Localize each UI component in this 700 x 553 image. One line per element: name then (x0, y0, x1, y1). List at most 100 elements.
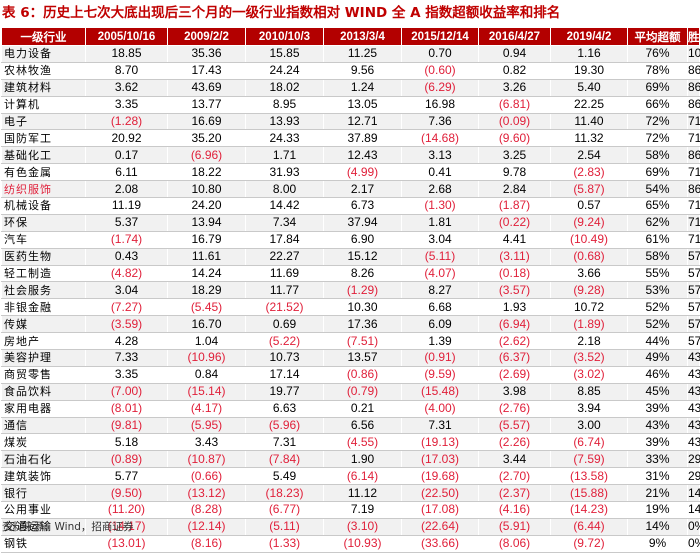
value-cell: 13.94 (167, 214, 246, 232)
table-row: 轻工制造 (4.82) 14.24 11.69 8.26 (4.07) (0.18) 3.66… (1, 265, 700, 283)
value-cell: 24.20 (167, 197, 246, 215)
value-cell: 20.92 (85, 129, 168, 148)
table-row: 石油石化 (0.89) (10.87) (7.84) 1.90 (17.03) 3.44 (7… (1, 450, 700, 469)
table-row: 社会服务 3.04 18.29 11.77 (1.29) 8.27 (3.57) (9.28)… (1, 281, 700, 300)
value-cell: (2.26) (478, 433, 551, 452)
value-cell: (33.66) (401, 535, 479, 553)
value-cell: 6.73 (323, 197, 402, 215)
value-cell: (4.55) (323, 433, 402, 452)
value-cell: 8.85 (550, 383, 628, 401)
value-cell: 1.24 (323, 79, 402, 97)
value-cell: (6.14) (323, 467, 402, 486)
value-cell: 3.00 (550, 417, 628, 435)
value-cell: (5.95) (167, 417, 246, 435)
value-cell: 37.94 (323, 214, 402, 232)
value-cell: (1.28) (85, 113, 168, 131)
column-header: 2010/10/3 (245, 27, 324, 46)
value-cell: 0.82 (478, 62, 551, 80)
table-body: 电力设备 18.85 35.36 15.85 11.25 0.70 0.94 1.16 76% 1… (1, 45, 700, 553)
table-row: 传媒 (3.59) 16.70 0.69 17.36 6.09 (6.94) (1.89) 52… (1, 315, 700, 334)
value-cell: 1.90 (323, 450, 402, 469)
value-cell: 12.71 (323, 113, 402, 131)
value-cell: 1.93 (478, 298, 551, 317)
win-rate-cell: 29% (687, 467, 700, 486)
value-cell: (10.87) (167, 450, 246, 469)
industry-name: 汽车 (1, 231, 86, 249)
table-row: 建筑装饰 5.77 (0.66) 5.49 (6.14) (19.68) (2.70) (13… (1, 467, 700, 486)
average-cell: 39% (627, 433, 688, 452)
value-cell: 12.43 (323, 146, 402, 165)
table-row: 通信 (9.81) (5.95) (5.96) 6.56 7.31 (5.57) 3.00 43… (1, 417, 700, 435)
industry-name: 国防军工 (1, 129, 86, 148)
column-header: 2019/4/2 (550, 27, 628, 46)
table-caption: 表 6：历史上七次大底出现后三个月的一级行业指数相对 WIND 全 A 指数超额… (2, 5, 561, 21)
value-cell: (6.81) (478, 96, 551, 114)
value-cell: 6.68 (401, 298, 479, 317)
value-cell: (4.00) (401, 400, 479, 418)
industry-name: 非银金融 (1, 298, 86, 317)
industry-name: 社会服务 (1, 281, 86, 300)
value-cell: (5.45) (167, 298, 246, 317)
value-cell: 3.25 (478, 146, 551, 165)
value-cell: (1.87) (478, 197, 551, 215)
value-cell: 8.26 (323, 265, 402, 283)
value-cell: (19.13) (401, 433, 479, 452)
average-cell: 46% (627, 366, 688, 384)
value-cell: 16.98 (401, 96, 479, 114)
industry-name: 环保 (1, 214, 86, 232)
value-cell: (9.60) (478, 129, 551, 148)
value-cell: (2.69) (478, 366, 551, 384)
industry-name: 机械设备 (1, 197, 86, 215)
value-cell: (7.00) (85, 383, 168, 401)
win-rate-cell: 0% (687, 535, 700, 553)
value-cell: 35.36 (167, 45, 246, 63)
win-rate-cell: 43% (687, 383, 700, 401)
win-rate-cell: 43% (687, 400, 700, 418)
table-row: 房地产 4.28 1.04 (5.22) (7.51) 1.39 (2.62) 2.18 44%… (1, 332, 700, 351)
table-row: 商贸零售 3.35 0.84 17.14 (0.86) (9.59) (2.69) (3.02… (1, 366, 700, 384)
value-cell: (0.91) (401, 349, 479, 367)
value-cell: 8.95 (245, 96, 324, 114)
value-cell: 5.18 (85, 433, 168, 452)
value-cell: (9.50) (85, 484, 168, 503)
value-cell: 24.33 (245, 129, 324, 148)
column-header: 平均超额 (627, 27, 688, 46)
table-row: 计算机 3.35 13.77 8.95 13.05 16.98 (6.81) 22.25 66%… (1, 96, 700, 114)
value-cell: (2.70) (478, 467, 551, 486)
value-cell: (14.23) (550, 501, 628, 519)
industry-name: 农林牧渔 (1, 62, 86, 80)
value-cell: 0.17 (85, 146, 168, 165)
win-rate-cell: 57% (687, 281, 700, 300)
average-cell: 55% (627, 265, 688, 283)
value-cell: (1.29) (323, 281, 402, 300)
table-row: 农林牧渔 8.70 17.43 24.24 9.56 (0.60) 0.82 19.30 78%… (1, 62, 700, 80)
average-cell: 14% (627, 518, 688, 536)
win-rate-cell: 100% (687, 45, 700, 63)
value-cell: 13.77 (167, 96, 246, 114)
industry-name: 纺织服饰 (1, 180, 86, 199)
value-cell: 5.40 (550, 79, 628, 97)
win-rate-cell: 71% (687, 231, 700, 249)
value-cell: (9.59) (401, 366, 479, 384)
table-container: 一级行业 2005/10/16 2009/2/2 2010/10/3 2013/3/4 2… (1, 27, 700, 553)
value-cell: (14.68) (401, 129, 479, 148)
industry-name: 基础化工 (1, 146, 86, 165)
value-cell: (3.57) (478, 281, 551, 300)
value-cell: 11.77 (245, 281, 324, 300)
average-cell: 72% (627, 129, 688, 148)
value-cell: 3.35 (85, 96, 168, 114)
value-cell: (7.59) (550, 450, 628, 469)
average-cell: 69% (627, 163, 688, 182)
table-row: 电子 (1.28) 16.69 13.93 12.71 7.36 (0.09) 11.40 72… (1, 113, 700, 131)
value-cell: (6.37) (478, 349, 551, 367)
win-rate-cell: 86% (687, 180, 700, 199)
value-cell: 0.84 (167, 366, 246, 384)
value-cell: 8.00 (245, 180, 324, 199)
value-cell: 11.40 (550, 113, 628, 131)
value-cell: 11.19 (85, 197, 168, 215)
value-cell: (22.64) (401, 518, 479, 536)
value-cell: 0.94 (478, 45, 551, 63)
value-cell: 3.26 (478, 79, 551, 97)
value-cell: (3.10) (323, 518, 402, 536)
value-cell: 16.70 (167, 315, 246, 334)
